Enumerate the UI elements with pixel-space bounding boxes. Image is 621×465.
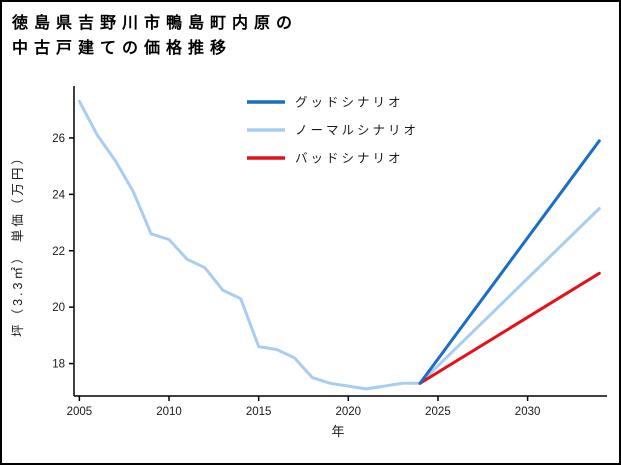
x-tick-label: 2030 xyxy=(515,406,541,418)
y-tick-label: 20 xyxy=(52,302,65,314)
series-line-good-scenario xyxy=(418,139,601,385)
x-tick-label: 2010 xyxy=(156,406,182,418)
series-line-normal-scenario xyxy=(77,99,601,391)
x-tick-label: 2015 xyxy=(246,406,272,418)
chart-title-line-2: 中古戸建ての価格推移 xyxy=(12,39,233,57)
series-line-bad-scenario xyxy=(418,271,601,385)
x-axis-label: 年 xyxy=(331,424,344,439)
x-tick-label: 2025 xyxy=(425,406,451,418)
y-tick-label: 22 xyxy=(52,246,65,258)
x-tick-label: 2020 xyxy=(336,406,362,418)
x-tick-label: 2005 xyxy=(67,406,93,418)
y-tick-label: 24 xyxy=(52,189,65,201)
y-tick-label: 26 xyxy=(52,133,65,145)
chart-title: 徳島県吉野川市鴨島町内原の 中古戸建ての価格推移 xyxy=(12,12,298,62)
legend-label-normal-scenario: ノーマルシナリオ xyxy=(295,124,419,138)
legend-label-bad-scenario: バッドシナリオ xyxy=(295,152,404,166)
chart-title-line-1: 徳島県吉野川市鴨島町内原の xyxy=(12,15,299,32)
y-axis-label: 坪（3.3㎡） 単価（万円） xyxy=(11,149,25,337)
y-tick-label: 18 xyxy=(52,359,65,371)
legend-label-good-scenario: グッドシナリオ xyxy=(295,96,404,110)
